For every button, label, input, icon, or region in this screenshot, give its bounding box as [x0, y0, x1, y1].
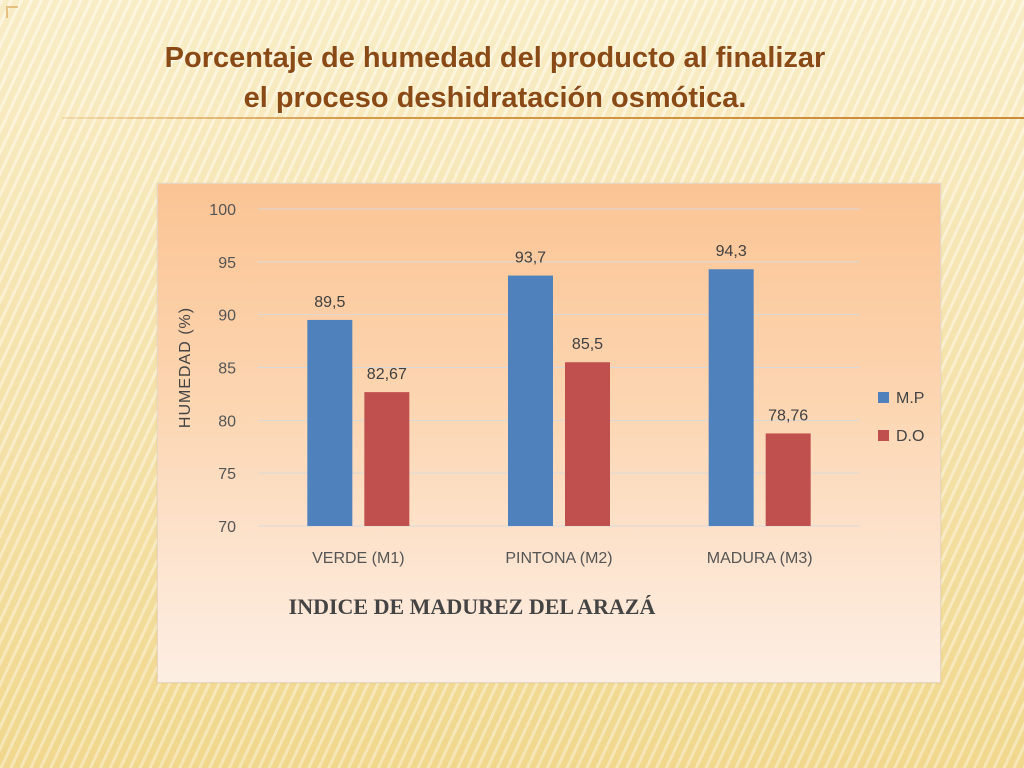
corner-decoration	[6, 6, 18, 18]
y-axis-title: HUMEDAD (%)	[177, 307, 194, 428]
data-label: 82,67	[367, 366, 407, 383]
legend-swatch-do	[878, 430, 889, 441]
data-label: 93,7	[515, 250, 546, 267]
data-label: 85,5	[572, 336, 603, 353]
title-line-1: Porcentaje de humedad del producto al fi…	[164, 42, 826, 74]
y-tick-label: 70	[218, 519, 236, 536]
slide-title: Porcentaje de humedad del producto al fi…	[60, 38, 930, 118]
legend-label: M.P	[896, 390, 924, 407]
y-tick-label: 85	[218, 361, 236, 378]
x-tick-label: PINTONA (M2)	[505, 550, 612, 567]
legend-label: D.O	[896, 428, 924, 445]
bar-mp-1	[307, 319, 353, 526]
title-line-2: el proceso deshidratación osmótica.	[243, 82, 747, 114]
bar-mp-3	[708, 269, 754, 526]
title-underline	[62, 117, 1024, 119]
y-tick-label: 100	[209, 202, 236, 219]
y-tick-label: 75	[218, 466, 236, 483]
x-tick-label: VERDE (M1)	[312, 550, 404, 567]
bar-mp-2	[508, 275, 553, 526]
bar-do-2	[565, 362, 610, 526]
bar-chart: 70 75 80 85 90 95 100 HUMEDAD (%) 89,5 82,67 VERDE…	[177, 202, 924, 567]
x-tick-label: MADURA (M3)	[707, 550, 813, 567]
x-axis-title: INDICE DE MADUREZ DEL ARAZÁ	[288, 594, 656, 619]
bar-do-3	[765, 433, 811, 526]
y-tick-label: 80	[218, 413, 236, 430]
y-tick-label: 90	[218, 308, 236, 325]
data-label: 89,5	[314, 294, 345, 311]
legend-swatch-mp	[878, 392, 889, 403]
data-label: 78,76	[768, 407, 808, 424]
data-label: 94,3	[716, 243, 747, 260]
bar-do-1	[364, 392, 410, 526]
chart-panel: 70 75 80 85 90 95 100 HUMEDAD (%) 89,5 82,67 VERDE…	[157, 183, 941, 683]
y-tick-label: 95	[218, 255, 236, 272]
